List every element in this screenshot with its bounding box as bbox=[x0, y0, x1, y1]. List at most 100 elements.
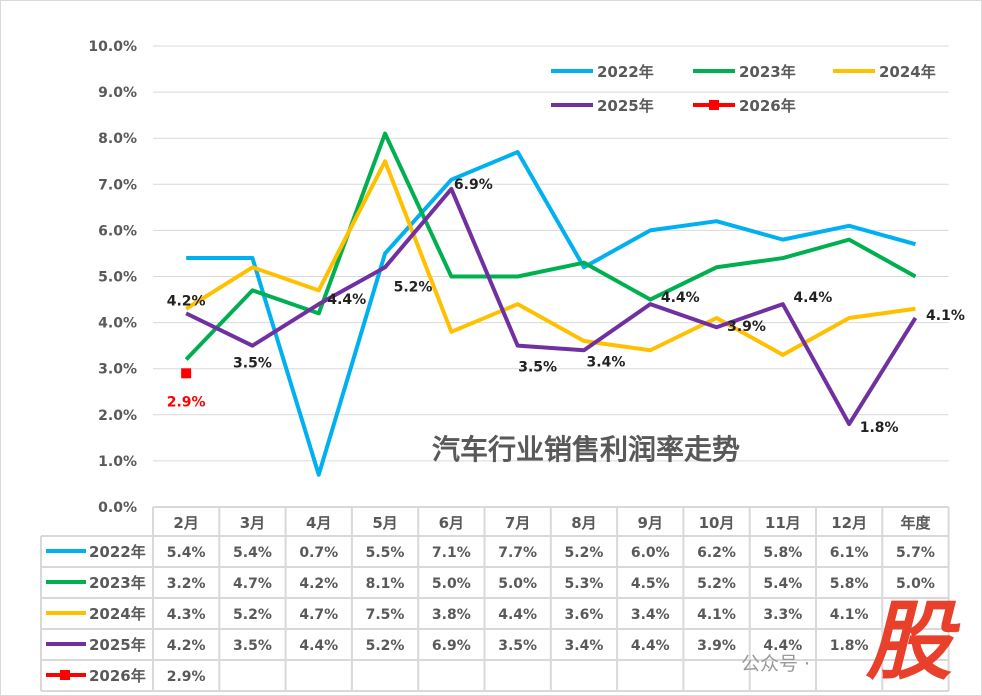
table-cell: 4.4% bbox=[299, 638, 338, 654]
y-tick-label: 7.0% bbox=[98, 177, 137, 193]
x-tick-label: 4月 bbox=[306, 514, 331, 532]
table-cell: 4.7% bbox=[233, 576, 272, 592]
table-cell: 5.8% bbox=[763, 545, 802, 561]
table-cell: 5.2% bbox=[697, 576, 736, 592]
data-label: 4.4% bbox=[793, 290, 832, 306]
data-label: 4.4% bbox=[661, 290, 700, 306]
table-cell: 6.0% bbox=[631, 545, 670, 561]
table-cell: 3.6% bbox=[565, 607, 604, 623]
data-label: 6.9% bbox=[454, 177, 493, 193]
data-label: 3.5% bbox=[518, 360, 557, 376]
table-cell: 5.3% bbox=[565, 576, 604, 592]
table-cell: 5.4% bbox=[167, 545, 206, 561]
table-cell: 3.9% bbox=[697, 638, 736, 654]
x-tick-label: 3月 bbox=[240, 514, 265, 532]
data-label: 4.4% bbox=[327, 292, 366, 308]
table-cell: 4.7% bbox=[299, 607, 338, 623]
table-cell: 4.1% bbox=[830, 607, 869, 623]
data-label: 3.4% bbox=[587, 354, 626, 370]
table-row-label: 2023年 bbox=[89, 574, 146, 592]
table-cell: 5.2% bbox=[565, 545, 604, 561]
table-cell: 3.3% bbox=[763, 607, 802, 623]
table-cell: 5.8% bbox=[830, 576, 869, 592]
table-cell: 3.4% bbox=[631, 607, 670, 623]
data-label: 4.1% bbox=[926, 308, 965, 324]
legend-label: 2026年 bbox=[739, 97, 796, 115]
data-label: 3.5% bbox=[233, 356, 272, 372]
data-label: 5.2% bbox=[394, 279, 433, 295]
table-cell: 4.2% bbox=[167, 638, 206, 654]
table-cell: 4.2% bbox=[299, 576, 338, 592]
y-tick-label: 3.0% bbox=[98, 362, 137, 378]
table-cell: 5.0% bbox=[432, 576, 471, 592]
table-cell: 5.0% bbox=[498, 576, 537, 592]
x-tick-label: 7月 bbox=[505, 514, 530, 532]
x-tick-label: 年度 bbox=[900, 514, 931, 532]
table-cell: 4.3% bbox=[167, 607, 206, 623]
table-cell: 4.4% bbox=[498, 607, 537, 623]
y-tick-label: 10.0% bbox=[88, 39, 137, 55]
y-tick-label: 4.0% bbox=[98, 316, 137, 332]
x-tick-label: 10月 bbox=[699, 514, 735, 532]
table-cell: 5.5% bbox=[366, 545, 405, 561]
data-label: 3.9% bbox=[727, 319, 766, 335]
table-cell: 2.9% bbox=[167, 669, 206, 685]
table-row-marker bbox=[60, 670, 70, 680]
table-cell: 6.9% bbox=[432, 638, 471, 654]
table-row-label: 2022年 bbox=[89, 543, 146, 561]
data-label: 2.9% bbox=[167, 394, 206, 410]
series-line-2023 bbox=[184, 131, 917, 361]
watermark-logo: 股 bbox=[866, 592, 952, 692]
table-cell: 3.2% bbox=[167, 576, 206, 592]
table-cell: 7.7% bbox=[498, 545, 537, 561]
y-tick-label: 8.0% bbox=[98, 131, 137, 147]
table-cell: 3.5% bbox=[498, 638, 537, 654]
table-cell: 6.2% bbox=[697, 545, 736, 561]
series-line-2022 bbox=[186, 150, 916, 477]
y-tick-label: 2.0% bbox=[98, 408, 137, 424]
legend-label: 2025年 bbox=[597, 97, 654, 115]
y-tick-label: 9.0% bbox=[98, 85, 137, 101]
x-tick-label: 8月 bbox=[571, 514, 596, 532]
table-cell: 5.0% bbox=[896, 576, 935, 592]
table-row-label: 2024年 bbox=[89, 605, 146, 623]
table-cell: 4.5% bbox=[631, 576, 670, 592]
data-point-marker bbox=[181, 368, 192, 379]
table-cell: 5.4% bbox=[233, 545, 272, 561]
x-tick-label: 2月 bbox=[173, 514, 198, 532]
y-tick-label: 0.0% bbox=[98, 500, 137, 516]
table-cell: 3.4% bbox=[565, 638, 604, 654]
table-cell: 6.1% bbox=[830, 545, 869, 561]
y-tick-label: 6.0% bbox=[98, 223, 137, 239]
legend-label: 2022年 bbox=[597, 63, 654, 81]
table-cell: 8.1% bbox=[366, 576, 405, 592]
chart-title: 汽车行业销售利润率走势 bbox=[432, 433, 740, 466]
table-cell: 5.2% bbox=[233, 607, 272, 623]
table-cell: 7.1% bbox=[432, 545, 471, 561]
watermark-text: 公众号 · bbox=[741, 653, 811, 675]
table-cell: 1.8% bbox=[830, 638, 869, 654]
series-line-2025 bbox=[185, 186, 918, 427]
x-tick-label: 6月 bbox=[439, 514, 464, 532]
data-label: 1.8% bbox=[860, 420, 899, 436]
table-cell: 4.4% bbox=[631, 638, 670, 654]
table-cell: 7.5% bbox=[366, 607, 405, 623]
table-cell: 3.5% bbox=[233, 638, 272, 654]
table-row-label: 2026年 bbox=[89, 667, 146, 685]
x-tick-label: 12月 bbox=[831, 514, 867, 532]
table-row-label: 2025年 bbox=[89, 636, 146, 654]
y-tick-label: 5.0% bbox=[98, 270, 137, 286]
table-cell: 4.1% bbox=[697, 607, 736, 623]
table-cell: 5.2% bbox=[366, 638, 405, 654]
x-tick-label: 5月 bbox=[372, 514, 397, 532]
x-tick-label: 11月 bbox=[765, 514, 801, 532]
data-label: 4.2% bbox=[167, 293, 206, 309]
legend-label: 2024年 bbox=[879, 63, 936, 81]
series-line-2024 bbox=[185, 159, 916, 357]
table-cell: 5.7% bbox=[896, 545, 935, 561]
table-cell: 3.8% bbox=[432, 607, 471, 623]
x-tick-label: 9月 bbox=[638, 514, 663, 532]
y-tick-label: 1.0% bbox=[98, 454, 137, 470]
